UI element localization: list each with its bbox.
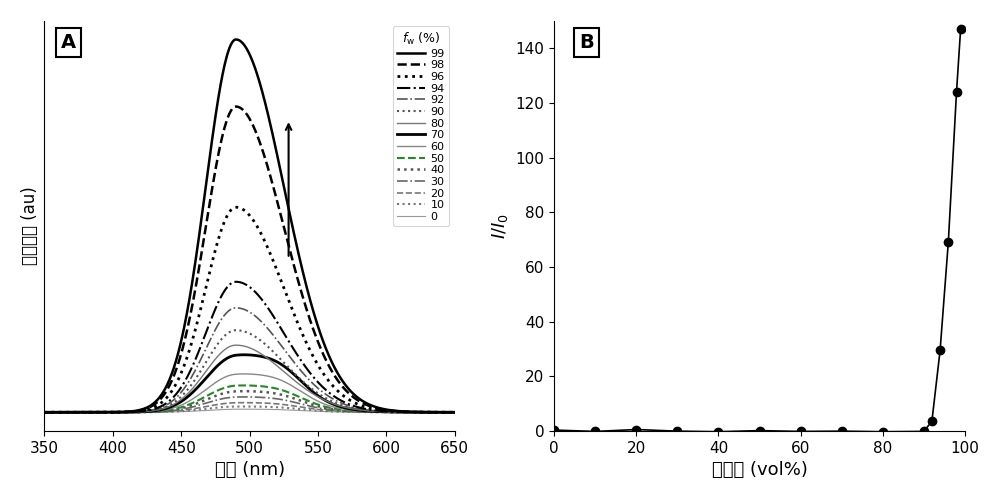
Y-axis label: $I/I_0$: $I/I_0$: [490, 213, 510, 239]
X-axis label: 波长 (nm): 波长 (nm): [215, 461, 285, 479]
Text: B: B: [579, 33, 594, 52]
X-axis label: 水含量 (vol%): 水含量 (vol%): [712, 461, 807, 479]
Y-axis label: 荧光强度 (au): 荧光强度 (au): [21, 186, 39, 265]
Text: A: A: [61, 33, 76, 52]
Legend: 99, 98, 96, 94, 92, 90, 80, 70, 60, 50, 40, 30, 20, 10, 0: 99, 98, 96, 94, 92, 90, 80, 70, 60, 50, …: [393, 26, 449, 226]
